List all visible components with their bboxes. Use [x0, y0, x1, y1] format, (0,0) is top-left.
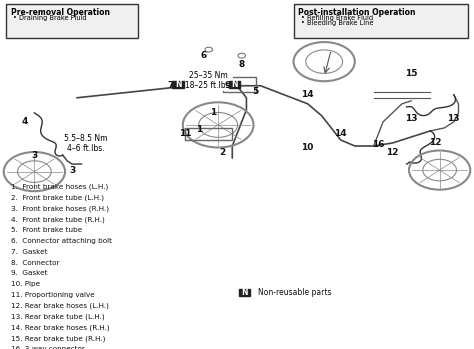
- Text: 25–35 Nm
18–25 ft.lbs.: 25–35 Nm 18–25 ft.lbs.: [185, 71, 232, 90]
- Text: 12: 12: [428, 139, 441, 148]
- Text: 4: 4: [22, 117, 28, 126]
- Text: 5.5–8.5 Nm
4–6 ft.lbs.: 5.5–8.5 Nm 4–6 ft.lbs.: [64, 134, 108, 153]
- Text: N: N: [231, 80, 238, 89]
- Text: 9.  Gasket: 9. Gasket: [11, 270, 47, 276]
- Text: 2: 2: [220, 148, 226, 156]
- Bar: [185, 128, 232, 140]
- Text: • Bleeding Brake Line: • Bleeding Brake Line: [301, 20, 373, 27]
- Text: 12. Rear brake hoses (L.H.): 12. Rear brake hoses (L.H.): [11, 303, 109, 310]
- Text: 5: 5: [253, 87, 259, 96]
- Text: 13: 13: [447, 114, 460, 124]
- Text: 8.  Connector: 8. Connector: [11, 260, 59, 266]
- Text: 3: 3: [31, 150, 37, 159]
- Text: 3: 3: [69, 165, 75, 174]
- Text: 13: 13: [405, 114, 418, 124]
- Text: • Draining Brake Fluid: • Draining Brake Fluid: [13, 15, 87, 21]
- Text: Post-installation Operation: Post-installation Operation: [298, 8, 416, 17]
- Text: 5.  Front brake tube: 5. Front brake tube: [11, 227, 82, 233]
- Text: 9: 9: [224, 81, 231, 90]
- Text: 1.  Front brake hoses (L.H.): 1. Front brake hoses (L.H.): [11, 184, 108, 190]
- Text: 14: 14: [334, 129, 347, 139]
- Text: 8: 8: [238, 60, 245, 69]
- Bar: [173, 81, 184, 88]
- Text: 12: 12: [386, 148, 399, 156]
- Bar: [239, 289, 250, 296]
- Text: 16. 3-way connector: 16. 3-way connector: [11, 346, 85, 349]
- Text: 11. Proportioning valve: 11. Proportioning valve: [11, 292, 95, 298]
- FancyBboxPatch shape: [293, 5, 468, 38]
- Text: 14: 14: [301, 90, 314, 99]
- Text: Pre-removal Operation: Pre-removal Operation: [11, 8, 110, 17]
- Text: N: N: [241, 288, 248, 297]
- Text: 6.  Connector attaching bolt: 6. Connector attaching bolt: [11, 238, 112, 244]
- Text: 11: 11: [179, 129, 191, 139]
- Text: Non-reusable parts: Non-reusable parts: [258, 288, 332, 297]
- Text: 15. Rear brake tube (R.H.): 15. Rear brake tube (R.H.): [11, 335, 105, 342]
- Text: 7: 7: [168, 81, 174, 90]
- Text: 15: 15: [405, 69, 418, 78]
- Text: 10. Pipe: 10. Pipe: [11, 281, 40, 287]
- Text: • Refilling Brake Fluid: • Refilling Brake Fluid: [301, 15, 373, 21]
- Text: 2.  Front brake tube (L.H.): 2. Front brake tube (L.H.): [11, 194, 104, 201]
- Text: N: N: [175, 80, 182, 89]
- Text: 1: 1: [196, 125, 202, 134]
- Text: 7.  Gasket: 7. Gasket: [11, 249, 47, 255]
- Text: 16: 16: [372, 140, 384, 149]
- Text: 10: 10: [301, 143, 314, 152]
- Text: 4.  Front brake tube (R.H.): 4. Front brake tube (R.H.): [11, 216, 105, 223]
- Bar: [223, 77, 256, 92]
- Text: 3.  Front brake hoses (R.H.): 3. Front brake hoses (R.H.): [11, 205, 109, 212]
- Bar: [229, 81, 240, 88]
- Text: 14. Rear brake hoses (R.H.): 14. Rear brake hoses (R.H.): [11, 325, 109, 331]
- FancyBboxPatch shape: [6, 5, 138, 38]
- Text: 1: 1: [210, 108, 217, 117]
- Text: 6: 6: [201, 51, 207, 60]
- Text: 13. Rear brake tube (L.H.): 13. Rear brake tube (L.H.): [11, 314, 104, 320]
